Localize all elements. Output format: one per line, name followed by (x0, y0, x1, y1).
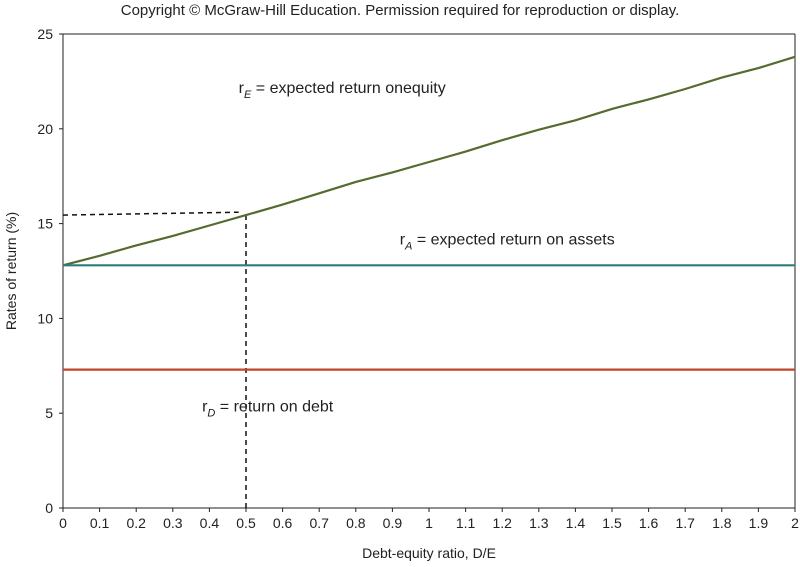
x-tick-label: 0.3 (163, 515, 183, 531)
x-tick-label: 1.6 (639, 515, 659, 531)
x-tick-label: 1.3 (529, 515, 549, 531)
x-tick-label: 0.6 (273, 515, 293, 531)
reference-dashed-line (62, 211, 239, 216)
annotation-rE: rE = expected return onequity (239, 80, 446, 101)
copyright-notice: Copyright © McGraw-Hill Education. Permi… (121, 2, 680, 19)
x-axis-title: Debt-equity ratio, D/E (362, 545, 496, 561)
x-tick-label: 0.7 (309, 515, 329, 531)
series-layer (62, 55, 796, 508)
x-tick-label: 1.2 (492, 515, 512, 531)
y-tick-label: 0 (45, 500, 53, 516)
y-tick-label: 20 (37, 121, 53, 137)
y-tick-label: 25 (37, 26, 53, 42)
x-tick-label: 0.9 (383, 515, 403, 531)
annotations-layer: rE = expected return onequity rA = expect… (202, 80, 615, 420)
series-line-rE (62, 55, 796, 267)
x-tick-label: 0.4 (200, 515, 220, 531)
x-tick-label: 0.2 (126, 515, 146, 531)
x-tick-label: 1.1 (456, 515, 476, 531)
x-tick-label: 1.7 (675, 515, 695, 531)
x-tick-label: 1 (425, 515, 433, 531)
x-tick-label: 2 (791, 515, 799, 531)
annotation-rD: rD = return on debt (202, 398, 334, 419)
annotation-rA: rA = expected return on assets (400, 231, 615, 252)
y-tick-label: 15 (37, 216, 53, 232)
y-tick-label: 5 (45, 405, 53, 421)
x-tick-label: 1.8 (712, 515, 732, 531)
x-tick-label: 0.1 (90, 515, 110, 531)
x-tick-label: 1.9 (749, 515, 769, 531)
y-tick-label: 10 (37, 310, 53, 326)
axes (62, 33, 796, 509)
x-tick-label: 1.4 (566, 515, 586, 531)
x-tick-label: 1.5 (602, 515, 622, 531)
x-tick-label: 0.8 (346, 515, 366, 531)
y-axis-title: Rates of return (%) (3, 212, 19, 330)
x-tick-label: 0 (59, 515, 67, 531)
x-tick-label: 0.5 (236, 515, 256, 531)
ticks: 0 0.1 0.2 0.3 0.4 0.5 0.6 0.7 0.8 0.9 1 1.1 1.2 1.3 1.… (37, 26, 799, 531)
